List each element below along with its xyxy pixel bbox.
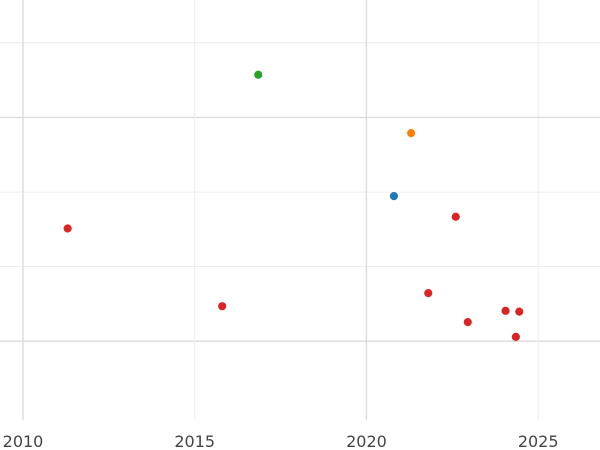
scatter-point-2 [407, 129, 416, 138]
scatter-point-4 [63, 224, 72, 233]
scatter-point-6 [218, 302, 227, 311]
major-gridlines [22, 0, 539, 420]
data-points [63, 70, 524, 341]
scatter-point-3 [389, 192, 399, 201]
scatter-point-9 [515, 307, 524, 316]
scatter-point-11 [511, 332, 520, 341]
scatter-point-7 [424, 289, 433, 298]
x-tick-label-2020: 2020 [346, 432, 387, 450]
scatter-point-8 [501, 306, 510, 315]
x-tick-label-2015: 2015 [174, 432, 215, 450]
x-tick-label-2025: 2025 [518, 432, 559, 450]
minor-gridlines [0, 42, 600, 342]
scatter-point-1 [254, 70, 263, 79]
x-tick-label-2010: 2010 [3, 432, 44, 450]
scatter-point-10 [463, 318, 472, 327]
scatter-point-5 [451, 212, 460, 221]
x-tick-labels: 2010 2015 2020 2025 [3, 432, 559, 450]
